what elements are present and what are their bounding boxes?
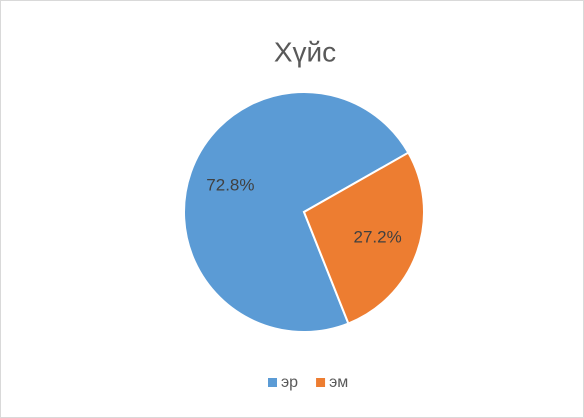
- legend-swatch: [316, 378, 326, 387]
- data-label: 72.8%: [206, 176, 254, 195]
- legend-label: эм: [329, 374, 348, 391]
- data-label: 27.2%: [353, 227, 401, 246]
- pie-slice: [302, 151, 425, 325]
- chart-title: Хүйс: [274, 36, 336, 67]
- legend-label: эр: [281, 374, 298, 391]
- pie-slice: [183, 91, 410, 333]
- legend-swatch: [268, 378, 277, 387]
